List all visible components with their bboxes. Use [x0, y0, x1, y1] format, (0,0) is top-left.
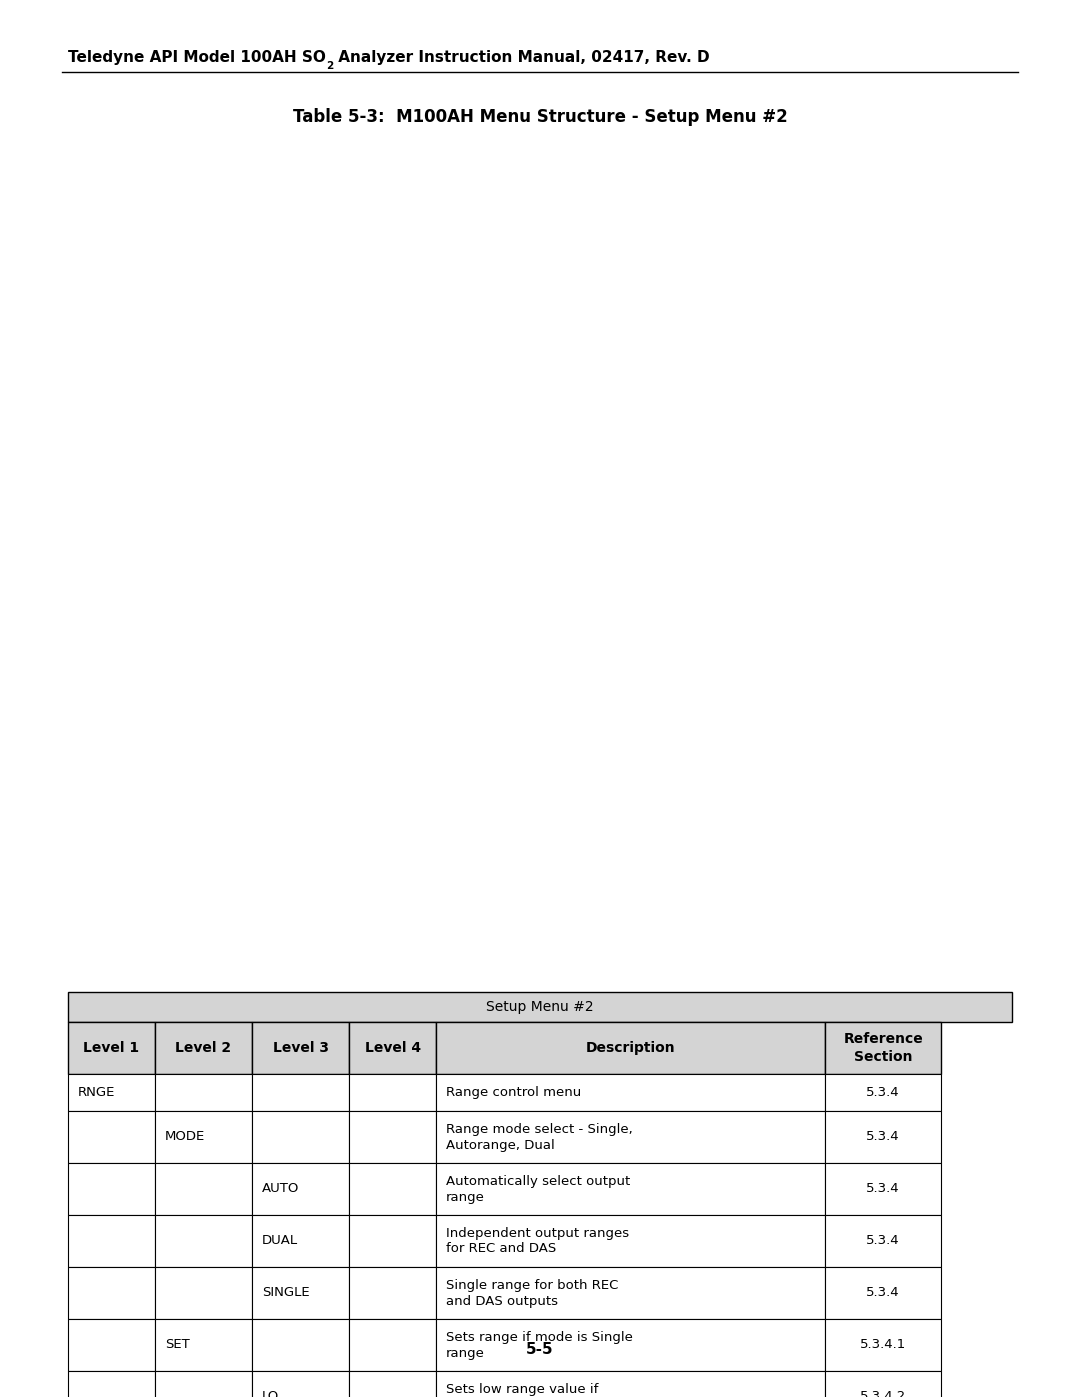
- Bar: [68, 1267, 154, 1319]
- Bar: [349, 1267, 436, 1319]
- Bar: [154, 1319, 252, 1370]
- Bar: [436, 1267, 825, 1319]
- Text: 5.3.4: 5.3.4: [866, 1085, 900, 1099]
- Bar: [68, 1319, 154, 1370]
- Bar: [349, 1074, 436, 1111]
- Bar: [436, 1319, 825, 1370]
- Text: Analyzer Instruction Manual, 02417, Rev. D: Analyzer Instruction Manual, 02417, Rev.…: [333, 50, 710, 66]
- Bar: [825, 1267, 941, 1319]
- Bar: [154, 1215, 252, 1267]
- Bar: [252, 1162, 349, 1215]
- Text: SINGLE: SINGLE: [262, 1287, 310, 1299]
- Text: AUTO: AUTO: [262, 1182, 299, 1196]
- Text: RNGE: RNGE: [78, 1085, 116, 1099]
- Text: Setup Menu #2: Setup Menu #2: [486, 1000, 594, 1014]
- Bar: [68, 1215, 154, 1267]
- Bar: [436, 1111, 825, 1162]
- Bar: [68, 992, 1012, 1023]
- Text: 5.3.4.2: 5.3.4.2: [860, 1390, 906, 1397]
- Bar: [825, 1023, 941, 1074]
- Text: LO: LO: [262, 1390, 280, 1397]
- Text: Level 3: Level 3: [272, 1041, 328, 1055]
- Bar: [252, 1215, 349, 1267]
- Bar: [252, 1074, 349, 1111]
- Text: 5.3.4: 5.3.4: [866, 1287, 900, 1299]
- Bar: [252, 1267, 349, 1319]
- Bar: [68, 1370, 154, 1397]
- Bar: [252, 1111, 349, 1162]
- Bar: [349, 1111, 436, 1162]
- Bar: [349, 1319, 436, 1370]
- Text: Level 2: Level 2: [175, 1041, 231, 1055]
- Text: 5.3.4.1: 5.3.4.1: [860, 1338, 906, 1351]
- Bar: [154, 1267, 252, 1319]
- Bar: [154, 1074, 252, 1111]
- Bar: [436, 1215, 825, 1267]
- Text: Range mode select - Single,
Autorange, Dual: Range mode select - Single, Autorange, D…: [446, 1123, 633, 1151]
- Text: 5.3.4: 5.3.4: [866, 1130, 900, 1144]
- Text: Single range for both REC
and DAS outputs: Single range for both REC and DAS output…: [446, 1278, 619, 1308]
- Bar: [825, 1162, 941, 1215]
- Text: Sets range if mode is Single
range: Sets range if mode is Single range: [446, 1330, 633, 1359]
- Text: Level 4: Level 4: [365, 1041, 421, 1055]
- Text: Automatically select output
range: Automatically select output range: [446, 1175, 631, 1203]
- Bar: [349, 1162, 436, 1215]
- Bar: [825, 1215, 941, 1267]
- Text: Independent output ranges
for REC and DAS: Independent output ranges for REC and DA…: [446, 1227, 630, 1256]
- Text: MODE: MODE: [165, 1130, 205, 1144]
- Bar: [436, 1370, 825, 1397]
- Text: Description: Description: [585, 1041, 675, 1055]
- Bar: [154, 1023, 252, 1074]
- Bar: [68, 1162, 154, 1215]
- Text: SET: SET: [165, 1338, 190, 1351]
- Bar: [436, 1023, 825, 1074]
- Text: Table 5-3:  M100AH Menu Structure - Setup Menu #2: Table 5-3: M100AH Menu Structure - Setup…: [293, 108, 787, 126]
- Text: 5.3.4: 5.3.4: [866, 1235, 900, 1248]
- Bar: [68, 1023, 154, 1074]
- Bar: [252, 1319, 349, 1370]
- Bar: [825, 1370, 941, 1397]
- Text: Range control menu: Range control menu: [446, 1085, 581, 1099]
- Bar: [68, 1111, 154, 1162]
- Text: Teledyne API Model 100AH SO: Teledyne API Model 100AH SO: [68, 50, 326, 66]
- Bar: [154, 1162, 252, 1215]
- Bar: [349, 1370, 436, 1397]
- Bar: [154, 1370, 252, 1397]
- Bar: [825, 1074, 941, 1111]
- Text: 5.3.4: 5.3.4: [866, 1182, 900, 1196]
- Bar: [349, 1215, 436, 1267]
- Bar: [825, 1319, 941, 1370]
- Bar: [68, 1074, 154, 1111]
- Text: DUAL: DUAL: [262, 1235, 298, 1248]
- Text: 2: 2: [326, 61, 333, 71]
- Text: Sets low range value if
Autorange enabled: Sets low range value if Autorange enable…: [446, 1383, 598, 1397]
- Bar: [252, 1370, 349, 1397]
- Text: Level 1: Level 1: [83, 1041, 139, 1055]
- Bar: [252, 1023, 349, 1074]
- Text: 5-5: 5-5: [526, 1341, 554, 1356]
- Bar: [436, 1162, 825, 1215]
- Bar: [436, 1074, 825, 1111]
- Bar: [825, 1111, 941, 1162]
- Bar: [154, 1111, 252, 1162]
- Text: Reference
Section: Reference Section: [843, 1032, 923, 1063]
- Bar: [349, 1023, 436, 1074]
